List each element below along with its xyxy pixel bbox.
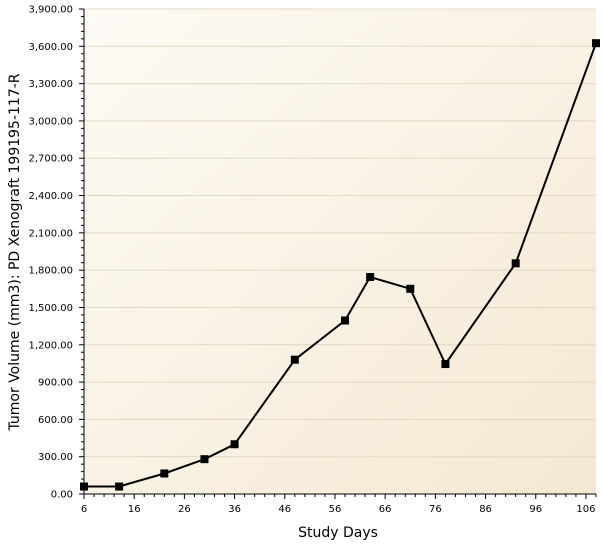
y-tick-label: 0.00 bbox=[51, 490, 73, 501]
y-tick-label: 1,200.00 bbox=[28, 340, 73, 351]
y-tick-label: 300.00 bbox=[38, 452, 73, 463]
y-tick-label: 1,800.00 bbox=[28, 266, 73, 277]
y-tick-label: 2,700.00 bbox=[28, 154, 73, 165]
x-ticks: 6 16 26 36 46 56 66 76 86 96 106 bbox=[81, 494, 597, 515]
x-tick-label: 6 bbox=[81, 504, 87, 515]
y-tick-label: 1,500.00 bbox=[28, 303, 73, 314]
y-tick-label: 3,600.00 bbox=[28, 42, 73, 53]
data-point bbox=[80, 482, 88, 491]
data-point bbox=[592, 39, 600, 48]
x-tick-label: 56 bbox=[329, 504, 342, 515]
x-tick-label: 86 bbox=[479, 504, 492, 515]
y-tick-label: 2,400.00 bbox=[28, 191, 73, 202]
x-tick-label: 26 bbox=[178, 504, 191, 515]
y-ticks: 0.00 300.00 600.00 900.00 1,200.00 1,500.00 1,… bbox=[28, 5, 84, 501]
y-tick-label: 3,300.00 bbox=[28, 79, 73, 90]
y-tick-label: 600.00 bbox=[38, 415, 73, 426]
data-point bbox=[341, 316, 350, 325]
data-point bbox=[406, 284, 415, 293]
series-line bbox=[84, 42, 597, 488]
plot-area bbox=[84, 9, 596, 494]
x-tick-label: 96 bbox=[529, 504, 542, 515]
grid-lines bbox=[84, 8, 596, 458]
y-tick-label: 3,000.00 bbox=[28, 116, 73, 127]
y-tick-label: 3,900.00 bbox=[28, 5, 73, 16]
data-point bbox=[366, 272, 375, 281]
data-point bbox=[200, 455, 209, 464]
x-axis-title: Study Days bbox=[298, 525, 378, 541]
x-tick-label: 76 bbox=[429, 504, 442, 515]
axes bbox=[83, 9, 596, 495]
x-tick-label: 16 bbox=[128, 504, 141, 515]
x-tick-label: 36 bbox=[228, 504, 241, 515]
series-layer bbox=[80, 39, 600, 491]
x-tick-label: 106 bbox=[576, 504, 595, 515]
data-point bbox=[441, 360, 450, 369]
y-axis-title: Tumor Volume (mm3): PD Xenograft 199195-… bbox=[7, 73, 23, 431]
data-point bbox=[160, 469, 169, 478]
data-point bbox=[290, 355, 299, 364]
data-point bbox=[115, 482, 124, 491]
data-point bbox=[511, 259, 520, 268]
x-tick-label: 66 bbox=[379, 504, 392, 515]
y-tick-label: 2,100.00 bbox=[28, 228, 73, 239]
x-tick-label: 46 bbox=[278, 504, 291, 515]
data-point bbox=[230, 440, 239, 449]
y-tick-label: 900.00 bbox=[38, 378, 73, 389]
